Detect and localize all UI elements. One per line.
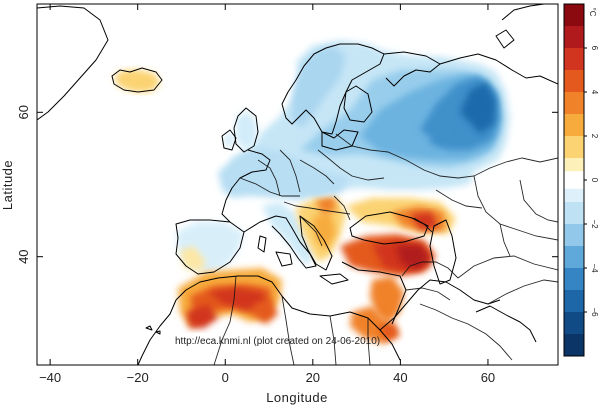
colorbar-label: −6 (590, 307, 599, 317)
colorbar-swatch (564, 136, 584, 159)
colorbar-swatch (564, 246, 584, 269)
colorbar: 6 4 2 0 −2 −4 −6 (563, 3, 599, 357)
colorbar-swatch (564, 26, 584, 49)
country-borders (213, 133, 558, 365)
colorbar-swatch (564, 312, 584, 335)
colorbar-swatch (564, 202, 584, 225)
x-tick-label: 60 (481, 370, 495, 385)
colorbar-swatch (564, 171, 584, 190)
colorbar-label: 0 (590, 178, 599, 183)
x-tick-label: 40 (393, 370, 407, 385)
colorbar-swatch (564, 290, 584, 313)
colorbar-label: 4 (590, 90, 599, 95)
colorbar-swatch (564, 188, 584, 203)
colorbar-swatch (564, 158, 584, 172)
x-tick-label: −20 (127, 370, 149, 385)
colorbar-swatch (564, 224, 584, 247)
x-tick-label: 0 (222, 370, 229, 385)
source-annotation: http://eca.knmi.nl (plot created on 24-0… (175, 336, 380, 347)
colorbar-label: 6 (590, 46, 599, 51)
colorbar-swatch (564, 268, 584, 291)
x-tick-label: −40 (39, 370, 61, 385)
colorbar-swatch (564, 4, 584, 27)
y-axis-label: Latitude (0, 160, 15, 210)
colorbar-swatch (564, 92, 584, 115)
colorbar-label: −4 (590, 263, 599, 273)
y-axis: 40 60 (16, 105, 558, 264)
colorbar-swatch (564, 114, 584, 137)
colorbar-label: 2 (590, 134, 599, 139)
y-tick-label: 40 (16, 249, 31, 263)
x-tick-label: 20 (306, 370, 320, 385)
coastlines (37, 4, 558, 365)
colorbar-label: −2 (590, 219, 599, 229)
colorbar-swatch (564, 48, 584, 71)
colorbar-unit: °C (588, 8, 597, 17)
x-axis-label: Longitude (266, 390, 328, 405)
colorbar-swatch (564, 334, 584, 357)
y-tick-label: 60 (16, 105, 31, 119)
x-axis: −40 −20 0 20 40 60 (39, 4, 495, 385)
plot-frame (36, 3, 559, 366)
colorbar-swatch (564, 70, 584, 93)
